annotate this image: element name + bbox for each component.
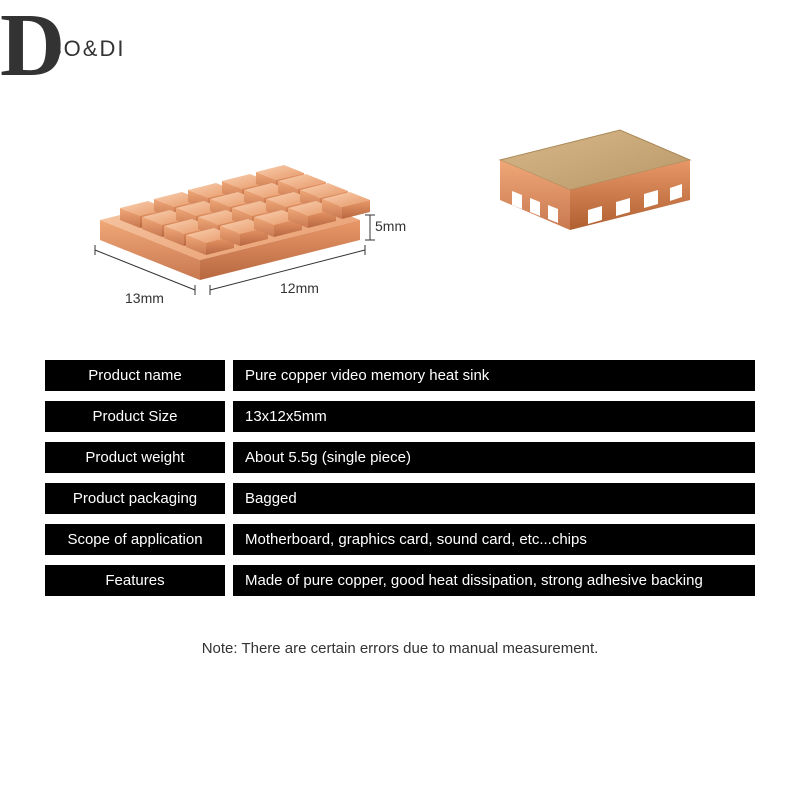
spec-label: Features <box>45 565 225 596</box>
table-row: Product name Pure copper video memory he… <box>45 360 755 391</box>
table-row: Product Size 13x12x5mm <box>45 401 755 432</box>
spec-label: Scope of application <box>45 524 225 555</box>
dim-height: 5mm <box>375 218 406 234</box>
dim-width: 13mm <box>125 290 164 306</box>
heatsink-bottom-view <box>470 100 710 305</box>
logo-text: SO&DI <box>47 36 125 62</box>
spec-value: Pure copper video memory heat sink <box>233 360 755 391</box>
spec-label: Product name <box>45 360 225 391</box>
spec-label: Product Size <box>45 401 225 432</box>
spec-label: Product packaging <box>45 483 225 514</box>
spec-value: Motherboard, graphics card, sound card, … <box>233 524 755 555</box>
measurement-note: Note: There are certain errors due to ma… <box>0 640 800 657</box>
spec-value: 13x12x5mm <box>233 401 755 432</box>
spec-value: Made of pure copper, good heat dissipati… <box>233 565 755 596</box>
spec-value: Bagged <box>233 483 755 514</box>
heatsink-top-view: 13mm 12mm 5mm <box>70 90 390 315</box>
table-row: Product packaging Bagged <box>45 483 755 514</box>
dim-depth: 12mm <box>280 280 319 296</box>
spec-label: Product weight <box>45 442 225 473</box>
spec-table: Product name Pure copper video memory he… <box>45 360 755 606</box>
table-row: Scope of application Motherboard, graphi… <box>45 524 755 555</box>
product-images: 13mm 12mm 5mm <box>0 70 800 320</box>
spec-value: About 5.5g (single piece) <box>233 442 755 473</box>
table-row: Features Made of pure copper, good heat … <box>45 565 755 596</box>
table-row: Product weight About 5.5g (single piece) <box>45 442 755 473</box>
